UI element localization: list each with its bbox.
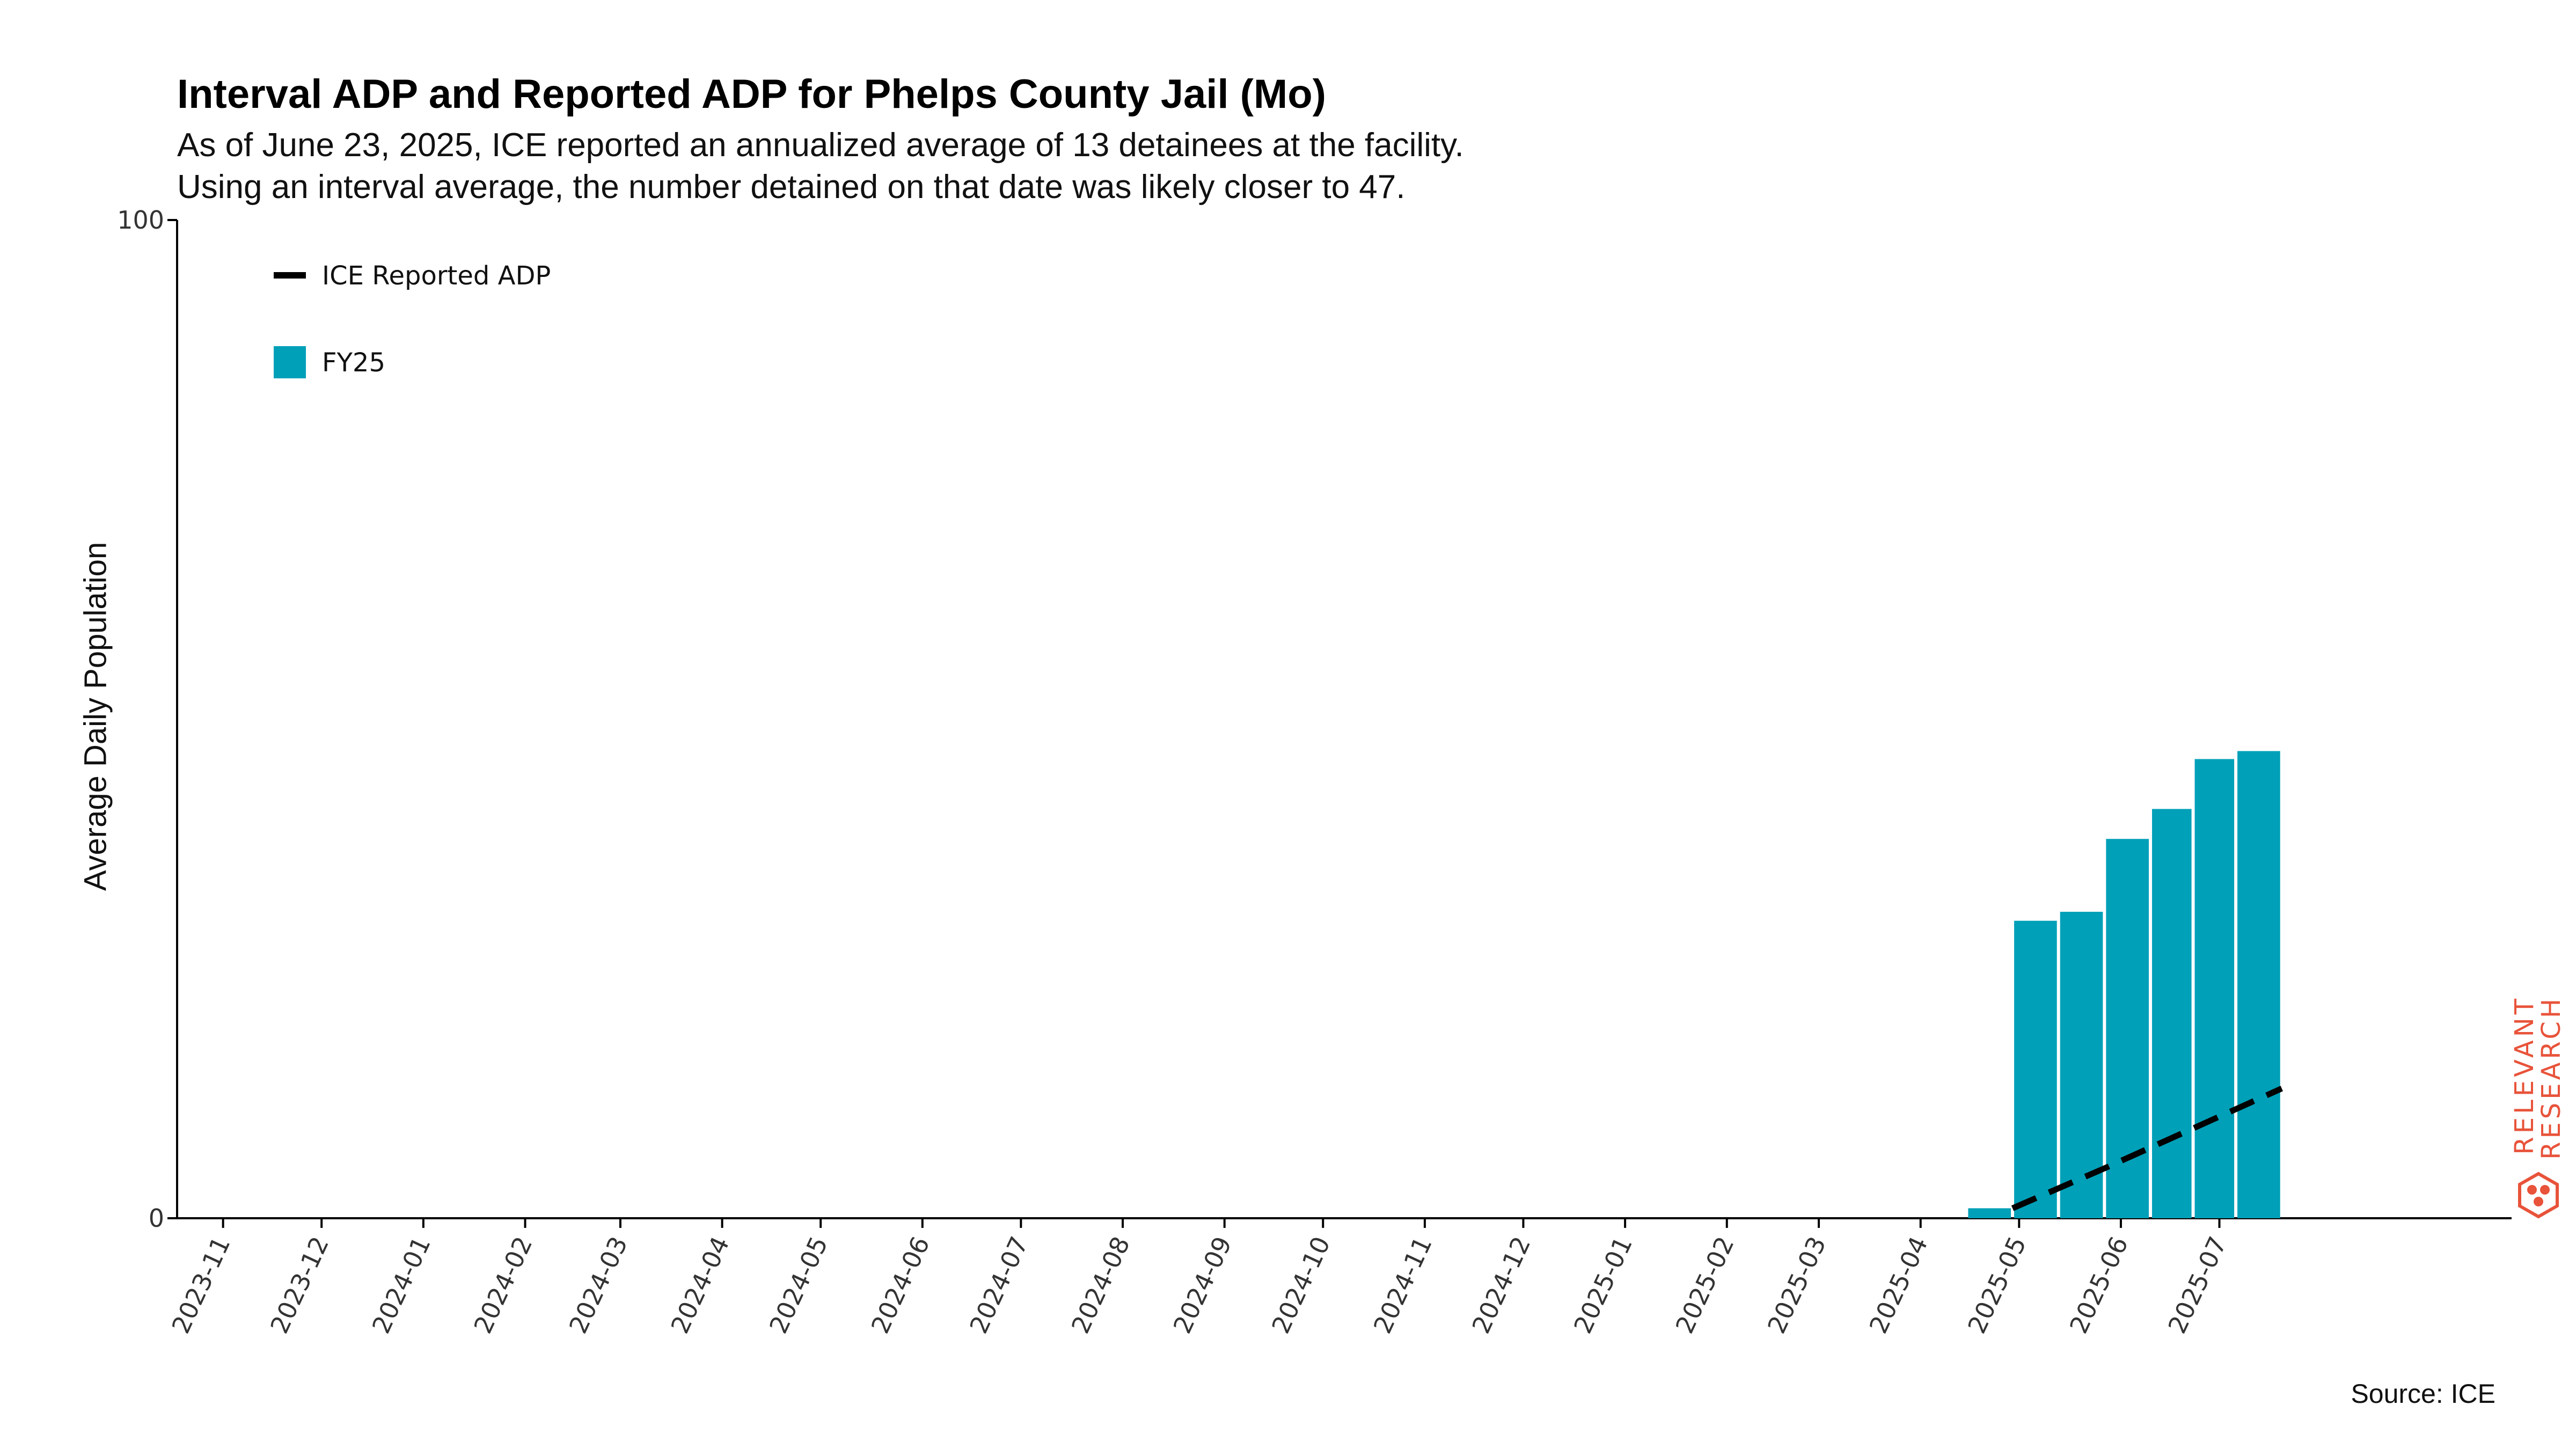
- y-tick-label-1: 100: [117, 206, 164, 235]
- x-tick-label-11: 2024-10: [1266, 1232, 1336, 1338]
- subtitle-line-1: As of June 23, 2025, ICE reported an ann…: [177, 127, 1464, 164]
- bar-5: [2194, 759, 2235, 1218]
- x-tick-label-7: 2024-06: [866, 1232, 935, 1338]
- chart-subtitle: As of June 23, 2025, ICE reported an ann…: [177, 125, 1464, 208]
- x-tick-label-17: 2025-04: [1864, 1232, 1934, 1338]
- x-tick-label-3: 2024-02: [468, 1232, 538, 1338]
- bar-4: [2152, 809, 2192, 1218]
- x-tick-label-10: 2024-09: [1167, 1232, 1237, 1338]
- legend-bar-swatch: [274, 346, 306, 378]
- bar-0: [1968, 1208, 2011, 1218]
- source-note: Source: ICE: [2351, 1379, 2496, 1409]
- x-tick-label-4: 2024-03: [564, 1232, 633, 1338]
- x-tick-label-6: 2024-05: [764, 1232, 833, 1338]
- x-tick-label-2: 2024-01: [367, 1232, 436, 1338]
- x-tick-label-8: 2024-07: [964, 1232, 1034, 1338]
- relevant-research-logo: RELEVANT RESEARCH: [2512, 996, 2565, 1219]
- x-tick-label-5: 2024-04: [665, 1232, 735, 1338]
- bar-6: [2237, 751, 2280, 1218]
- series-line-ice-reported-adp: [2011, 1086, 2283, 1211]
- x-tick-label-1: 2023-12: [265, 1232, 334, 1338]
- x-tick-label-20: 2025-07: [2162, 1232, 2232, 1338]
- logo-text-relevant: RELEVANT: [2512, 996, 2540, 1155]
- legend-label-ice-reported-adp: ICE Reported ADP: [322, 261, 551, 291]
- logo-hexagon-icon: [2518, 1172, 2559, 1219]
- y-tick-label-0: 0: [149, 1204, 164, 1233]
- chart-title: Interval ADP and Reported ADP for Phelps…: [177, 71, 1326, 117]
- bar-3: [2106, 839, 2149, 1218]
- x-tick-label-9: 2024-08: [1066, 1232, 1136, 1338]
- logo-text-research: RESEARCH: [2536, 996, 2565, 1160]
- x-tick-label-18: 2025-05: [1962, 1232, 2032, 1338]
- bar-2: [2060, 911, 2103, 1218]
- x-tick-label-0: 2023-11: [166, 1232, 236, 1338]
- x-tick-label-19: 2025-06: [2064, 1232, 2134, 1338]
- x-tick-label-13: 2024-12: [1466, 1232, 1536, 1338]
- legend-label-fy25: FY25: [322, 348, 385, 378]
- x-tick-label-15: 2025-02: [1670, 1232, 1740, 1338]
- subtitle-line-2: Using an interval average, the number de…: [177, 169, 1406, 206]
- bar-1: [2014, 920, 2057, 1218]
- x-tick-label-14: 2025-01: [1568, 1232, 1638, 1338]
- x-tick-label-12: 2024-11: [1368, 1232, 1438, 1338]
- x-tick-label-16: 2025-03: [1762, 1232, 1832, 1338]
